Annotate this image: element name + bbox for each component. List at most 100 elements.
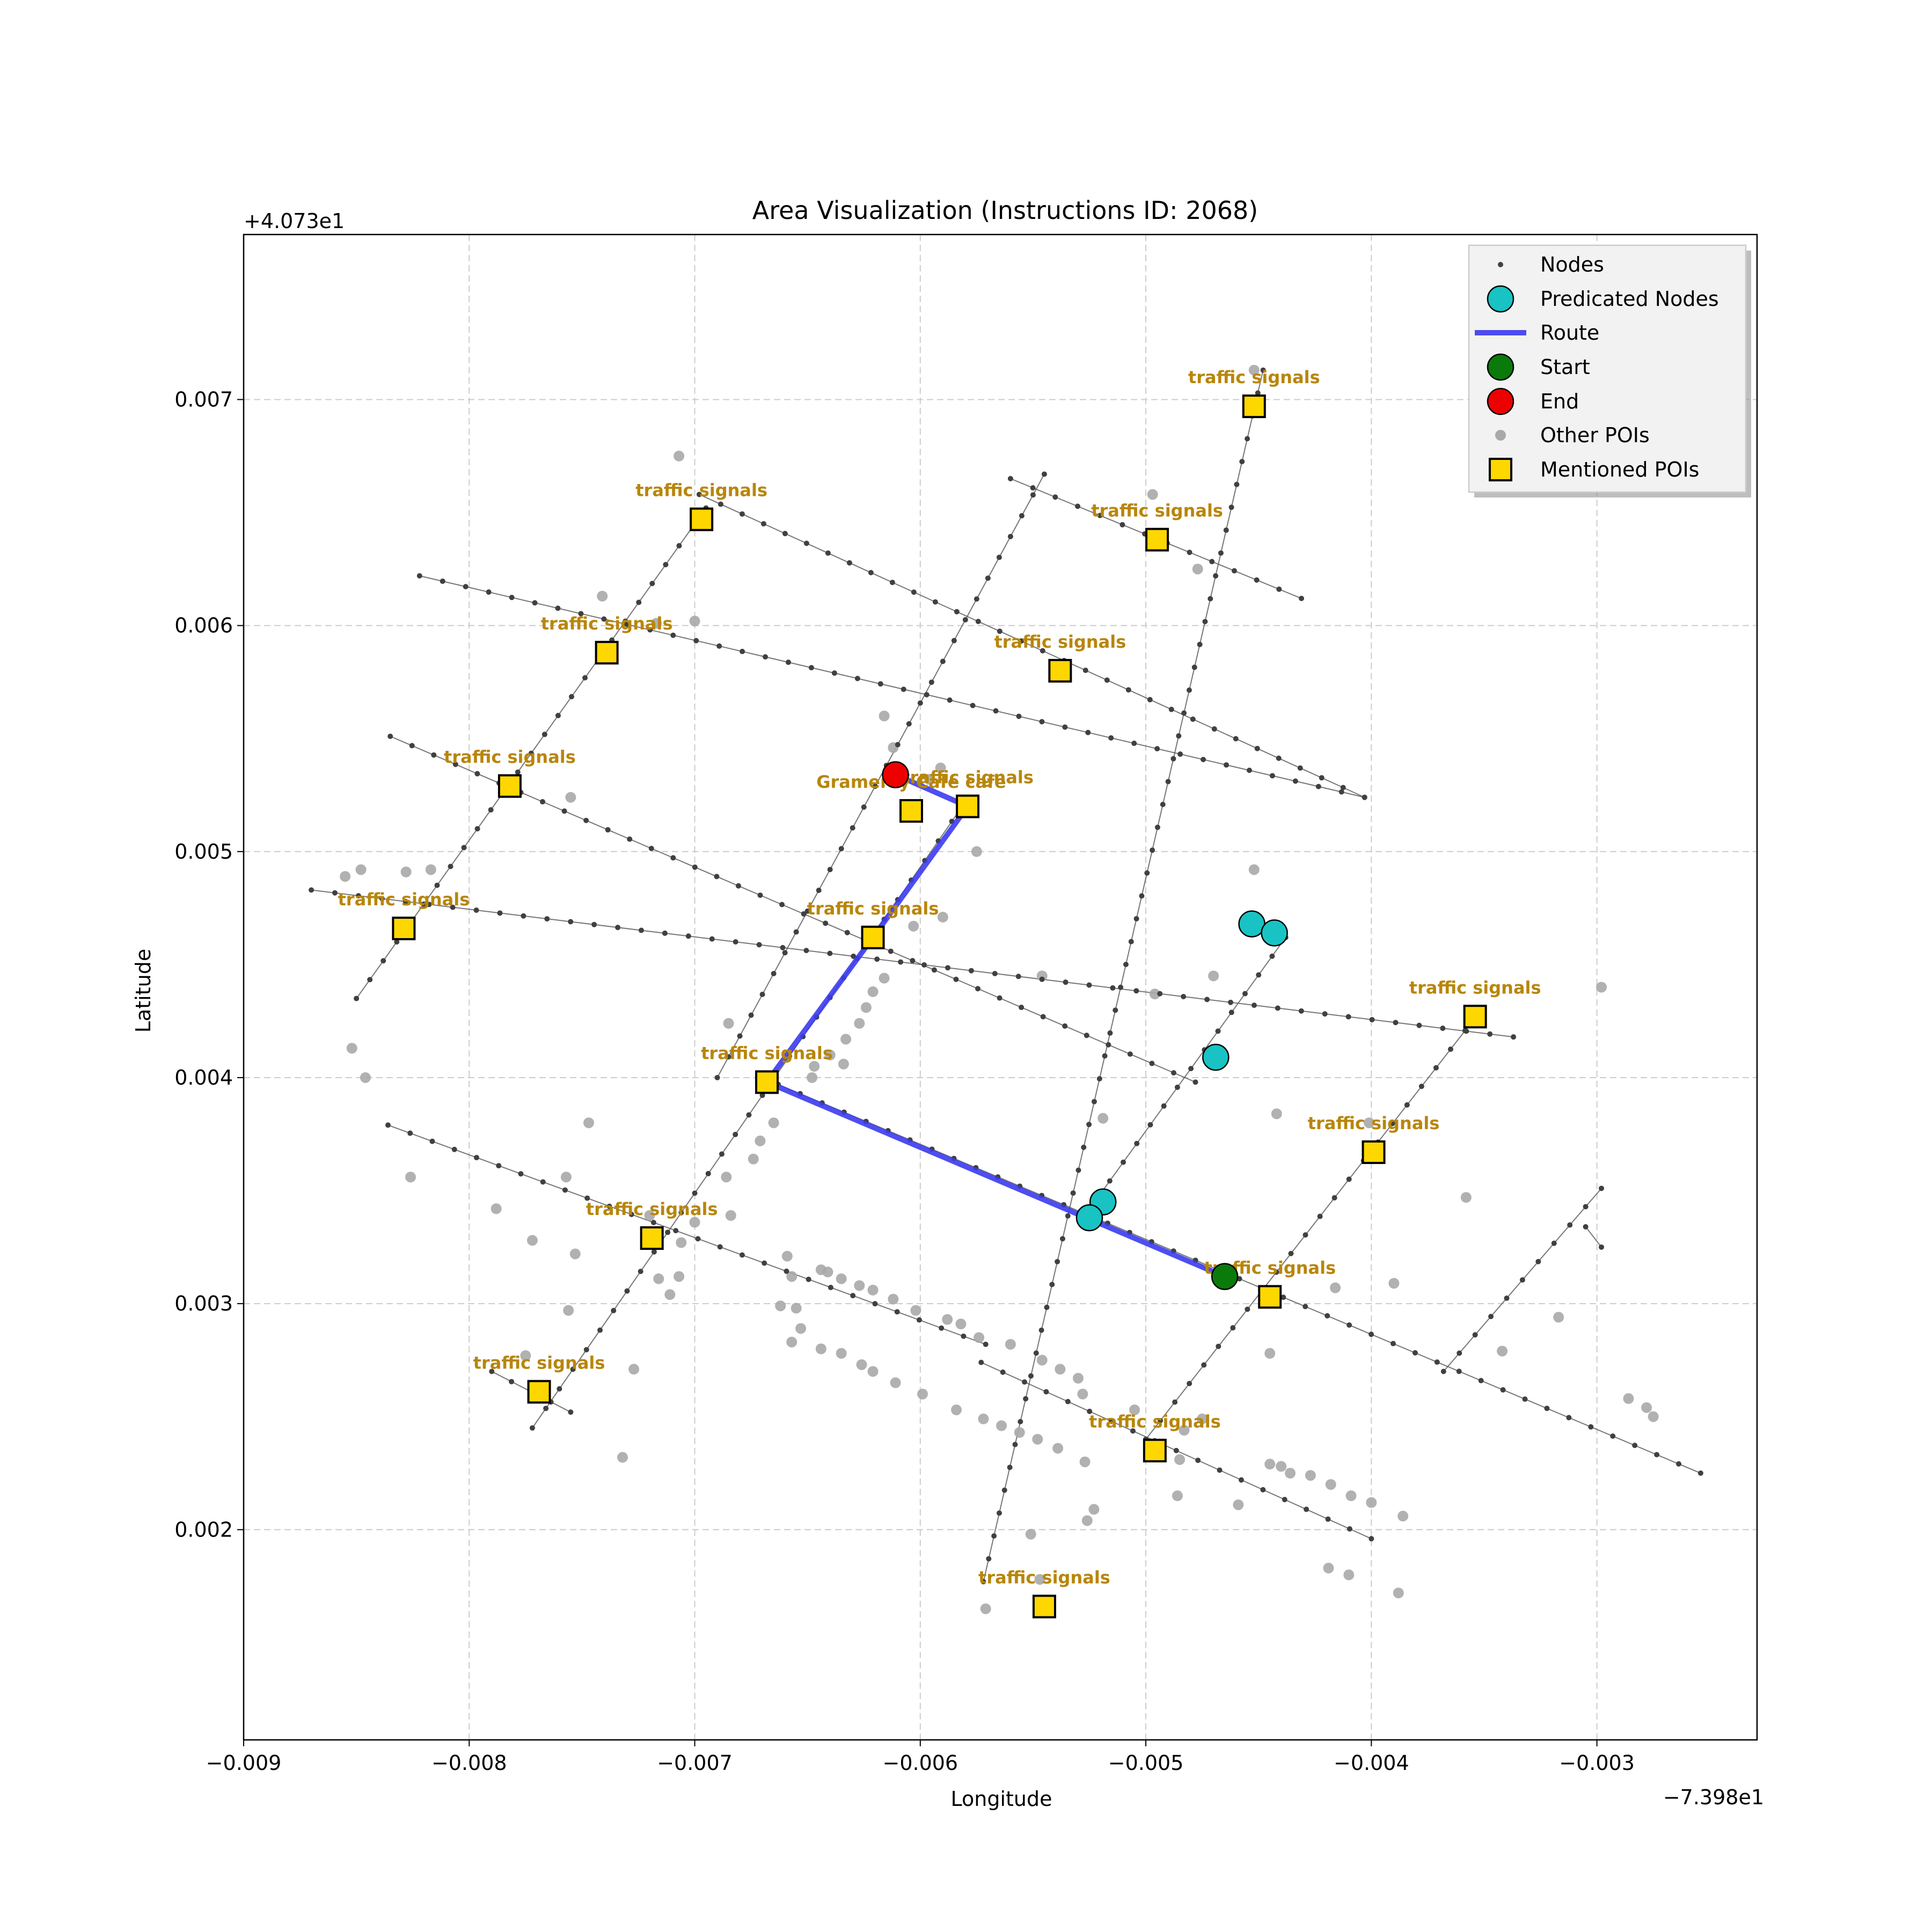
node [473,907,479,913]
node [1412,1350,1418,1356]
legend-start-label: Start [1540,355,1590,379]
mentioned-poi-label: traffic signals [1089,1411,1221,1432]
other-poi [1397,1511,1409,1522]
mentioned-poi-marker [1242,394,1266,419]
node [1274,1269,1279,1275]
node [759,991,765,997]
node [1160,801,1166,807]
node [1234,481,1240,487]
node [544,916,550,922]
node [1007,1465,1013,1470]
node [1108,735,1114,741]
node [1462,1028,1468,1034]
other-poi [879,711,890,722]
node [1108,1418,1114,1424]
node [968,968,974,974]
node [1511,1034,1517,1040]
node [409,743,415,749]
node [693,638,699,643]
node [782,531,788,537]
other-poi [1077,1388,1088,1400]
node [803,948,809,954]
node [975,619,981,625]
node [692,864,698,870]
mentioned-poi-label: traffic signals [1308,1113,1440,1133]
node [1260,1487,1266,1492]
node [606,1203,612,1209]
node [1165,779,1171,785]
node [1519,1277,1525,1283]
node [601,616,607,622]
mentioned-poi-marker [1258,1285,1282,1309]
y-tick-label: 0.005 [174,840,233,863]
y-tick-label: 0.007 [174,387,233,411]
node [894,1309,900,1315]
node [868,569,874,575]
plot-frame [243,233,1758,1741]
node [780,945,786,950]
node [1065,1213,1071,1219]
node [974,596,979,602]
node [1081,1144,1087,1150]
node [1039,719,1045,724]
x-tick-label: −0.007 [657,1751,733,1775]
other-poi [781,1250,793,1262]
node [804,908,810,914]
node [648,845,654,851]
mentioned-poi-marker [640,1226,664,1250]
node [540,799,546,804]
x-tick-label: −0.006 [882,1751,958,1775]
node [1007,533,1013,539]
mentioned-poi-label: traffic signals [586,1199,718,1219]
node [1030,485,1036,491]
node [1039,976,1045,982]
node [1472,1332,1478,1338]
predicated-node [1202,1043,1230,1071]
street-segment [1585,1226,1602,1248]
other-poi [980,1603,991,1614]
other-poi [1497,1345,1508,1357]
node [746,1112,752,1118]
node [1447,1046,1453,1052]
node [1654,1452,1660,1458]
node [1018,638,1024,644]
other-poi [786,1271,797,1282]
node [1269,953,1275,959]
other-poi [1081,1515,1093,1526]
node [748,1012,754,1018]
mentioned-poi-label: traffic signals [1091,501,1223,521]
node [1697,1470,1703,1476]
other-poi [1036,970,1048,982]
other-poi [942,1314,953,1325]
node [367,977,373,983]
legend-box [1468,244,1747,493]
node [1522,1396,1528,1402]
node [1567,1222,1573,1228]
node [1127,1051,1133,1057]
node [997,628,1002,634]
node [1322,1011,1328,1017]
node [1062,724,1068,730]
other-poi [867,1366,879,1377]
mentioned-poi-label: traffic signals [444,747,576,767]
x-tick-label: −0.008 [431,1751,507,1775]
node [1544,1406,1550,1411]
node [1217,1467,1223,1473]
other-poi [854,1280,865,1291]
node [461,845,467,851]
node [695,1236,701,1242]
node [1535,1258,1541,1264]
node [543,1406,549,1411]
node [562,1187,568,1193]
node [1346,1526,1352,1532]
node [578,611,584,617]
node [431,752,437,758]
node [402,898,408,904]
node [421,901,427,907]
node [716,643,722,649]
node [718,501,723,507]
legend-predicated-label: Predicated Nodes [1540,287,1719,311]
node [532,600,538,606]
node [1015,974,1021,979]
node [1551,1240,1557,1246]
